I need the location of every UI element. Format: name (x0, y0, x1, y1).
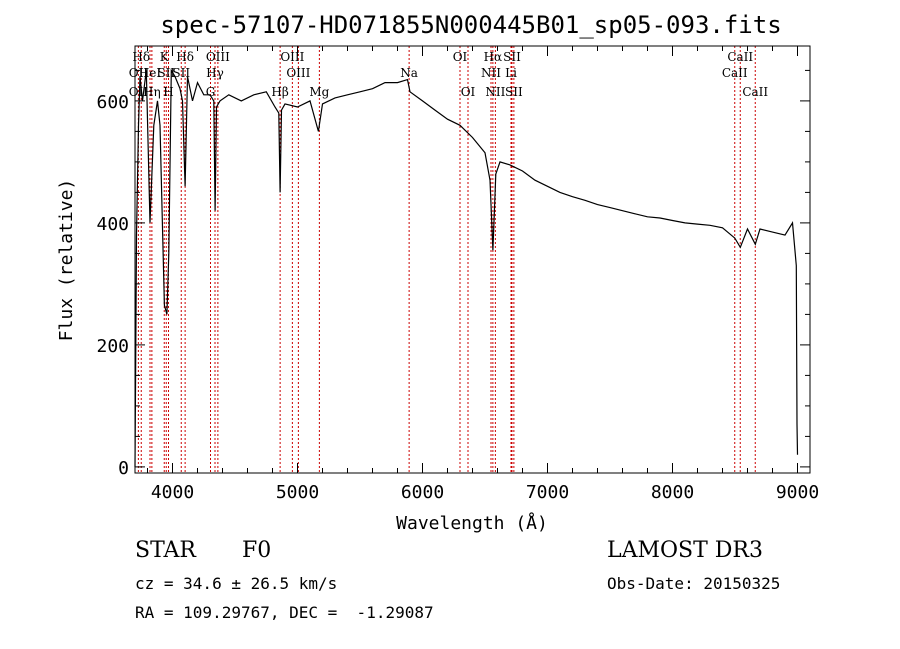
x-tick-label: 6000 (401, 482, 444, 503)
line-id-label: OI (453, 50, 468, 64)
redshift-readout: cz = 34.6 ± 26.5 km/s (135, 574, 338, 593)
y-axis-label: Flux (relative) (56, 179, 77, 342)
x-tick-label: 4000 (151, 482, 194, 503)
line-id-label: Hβ (271, 85, 288, 99)
line-id-label: HeI (139, 66, 162, 80)
line-id-label: OIII (206, 50, 230, 64)
chart-title: spec-57107-HD071855N000445B01_sp05-093.f… (160, 11, 781, 39)
spectrum-line (134, 68, 799, 467)
observation-date: Obs-Date: 20150325 (607, 574, 781, 593)
line-id-label: NII (481, 66, 501, 80)
survey-name: LAMOST DR3 (607, 538, 763, 563)
line-id-label: OI (461, 85, 476, 99)
line-id-label: OII (129, 66, 149, 80)
line-id-label: SII (503, 50, 521, 64)
line-id-label: SII (505, 85, 523, 99)
line-id-label: Hγ (206, 66, 224, 80)
line-id-label: Hδ (132, 50, 150, 64)
object-class: STAR (135, 538, 196, 563)
coordinates-readout: RA = 109.29767, DEC = -1.29087 (135, 603, 434, 622)
y-tick-label: 0 (118, 458, 129, 479)
x-tick-label: 7000 (526, 482, 569, 503)
x-axis-label: Wavelength (Å) (396, 512, 548, 534)
line-id-label: H (163, 85, 173, 99)
line-id-label: CaII (742, 85, 768, 99)
line-id-label: Hα (484, 50, 503, 64)
axes: 4000 5000 6000 7000 8000 9000 0 200 400 600 (96, 46, 819, 503)
line-id-label: Na (400, 66, 418, 80)
y-tick-label: 400 (96, 214, 129, 235)
y-tick-label: 200 (96, 336, 129, 357)
line-id-label: OIII (286, 66, 310, 80)
x-tick-label: 8000 (651, 482, 694, 503)
line-id-label: K (160, 50, 170, 64)
line-id-label: Hη (143, 85, 161, 99)
line-id-label: CaII (727, 50, 753, 64)
x-tick-label: 9000 (776, 482, 819, 503)
line-id-label: SII (172, 66, 190, 80)
line-id-label: Li (505, 66, 517, 80)
object-subclass: F0 (242, 538, 272, 563)
line-id-label: Mg (309, 85, 329, 99)
line-id-label: CaII (722, 66, 748, 80)
plot-frame (134, 45, 811, 474)
x-tick-label: 5000 (276, 482, 319, 503)
line-id-label: OIII (280, 50, 304, 64)
line-id-label: G (206, 85, 216, 99)
line-id-label: Hδ (176, 50, 194, 64)
line-id-label: NII (485, 85, 505, 99)
spectral-line-markers (137, 46, 756, 473)
y-tick-label: 600 (96, 92, 129, 113)
